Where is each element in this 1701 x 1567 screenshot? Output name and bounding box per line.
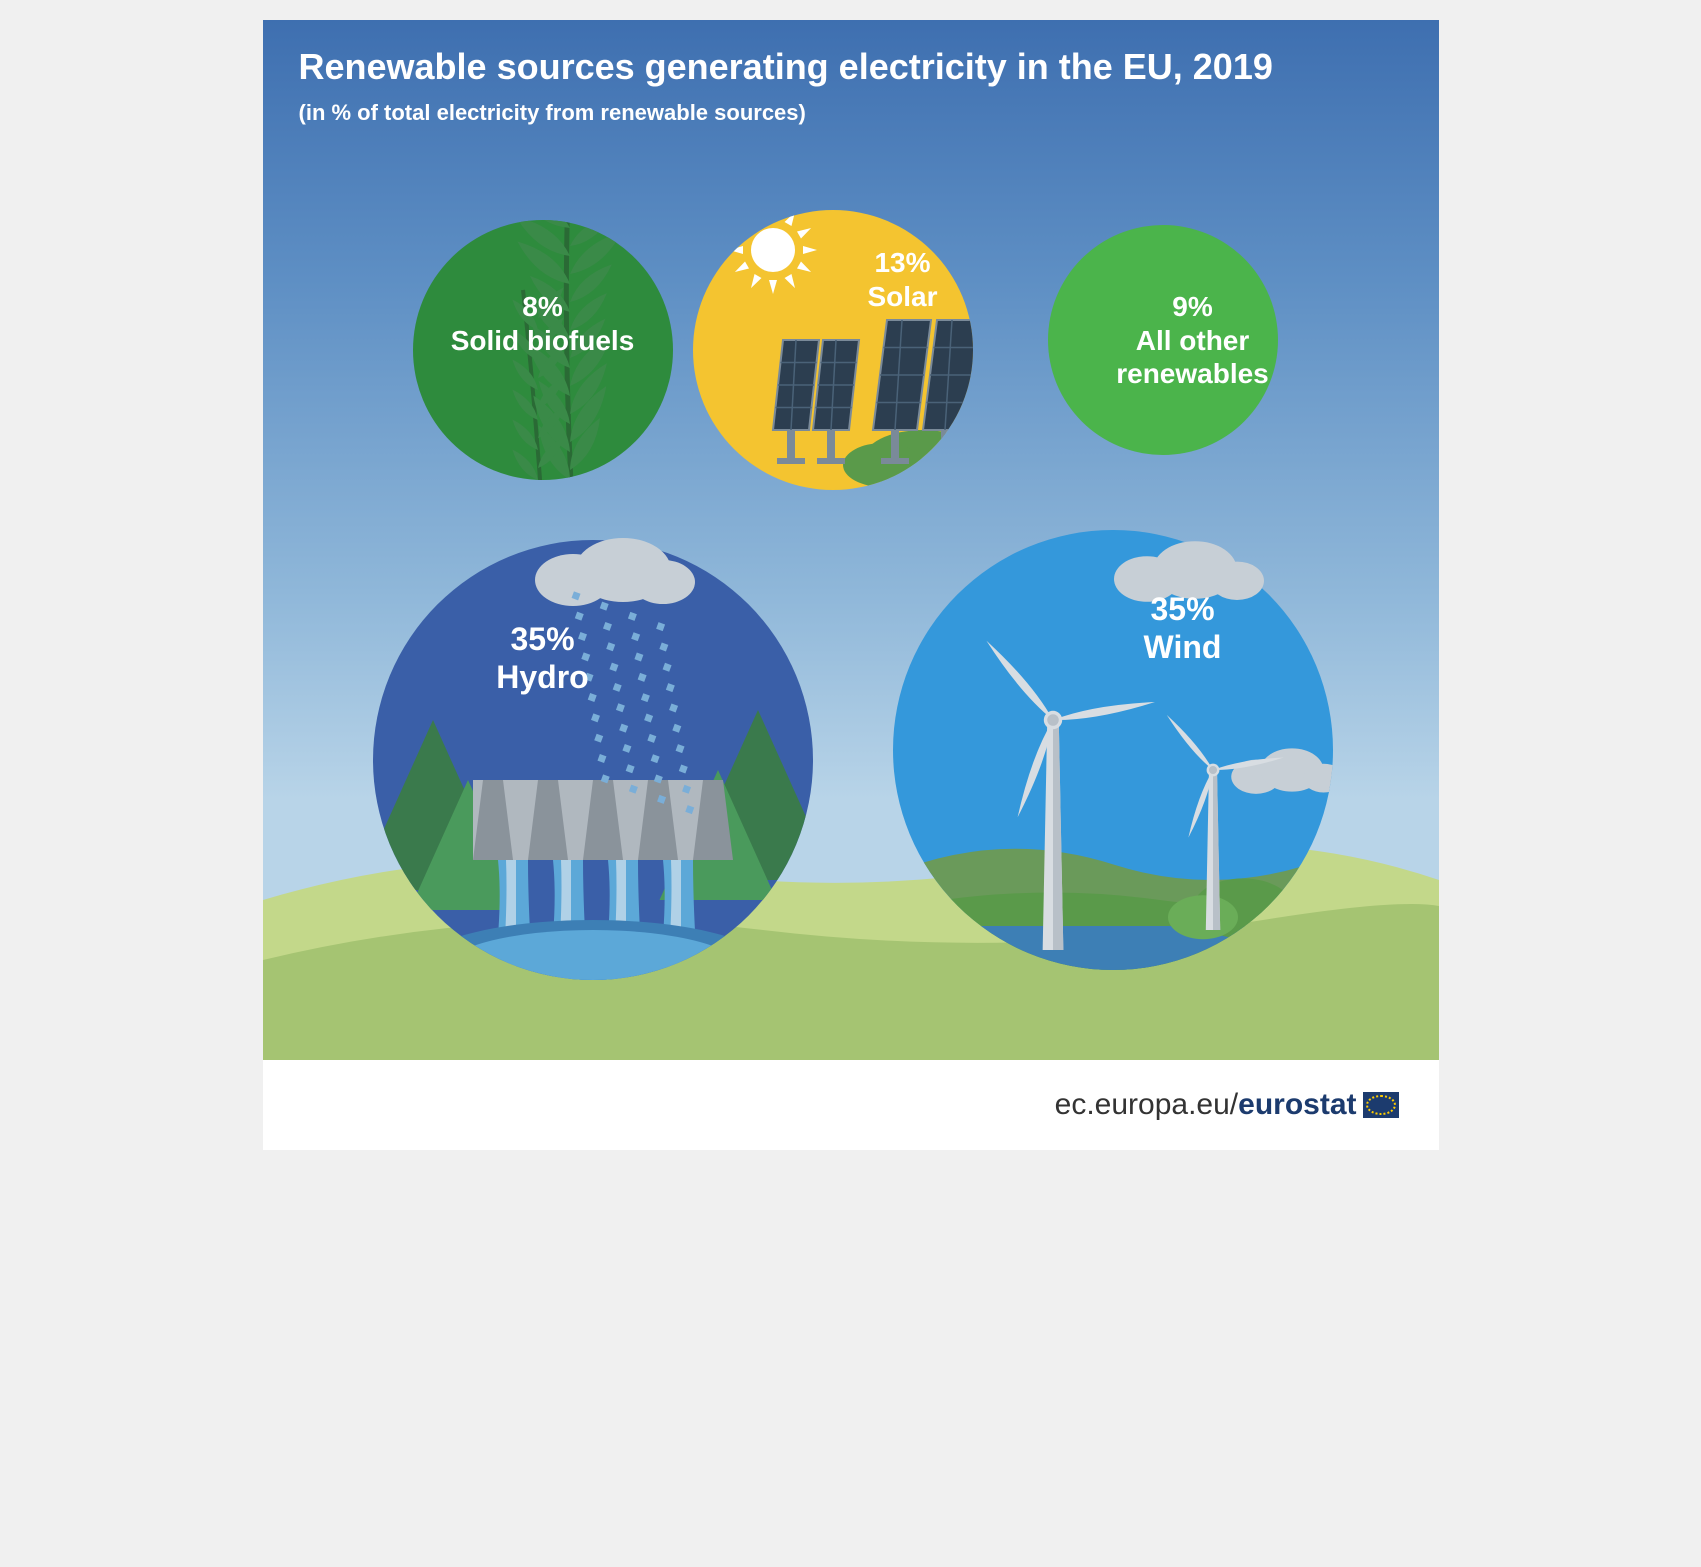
solar-percent: 13% [803, 246, 1003, 280]
main-panel: Renewable sources generating electricity… [263, 20, 1439, 1060]
wind-name: Wind [1083, 628, 1283, 666]
hydro-percent: 35% [443, 620, 643, 658]
footer-brand: eurostat [1238, 1088, 1356, 1122]
label-solar: 13% Solar [803, 246, 1003, 313]
label-biofuels: 8% Solid biofuels [443, 290, 643, 357]
other-name: All other renewables [1093, 324, 1293, 391]
label-other: 9% All other renewables [1093, 290, 1293, 391]
infographic-root: Renewable sources generating electricity… [263, 20, 1439, 1150]
page-subtitle: (in % of total electricity from renewabl… [299, 100, 806, 126]
biofuels-percent: 8% [443, 290, 643, 324]
label-wind: 35% Wind [1083, 590, 1283, 667]
eu-flag-icon [1363, 1092, 1399, 1118]
footer-url: ec.europa.eu/ [1055, 1088, 1238, 1122]
solar-name: Solar [803, 280, 1003, 314]
label-hydro: 35% Hydro [443, 620, 643, 697]
biofuels-name: Solid biofuels [443, 324, 643, 358]
footer: ec.europa.eu/eurostat [263, 1060, 1439, 1150]
bubble-hydro [373, 540, 813, 980]
wind-percent: 35% [1083, 590, 1283, 628]
page-title: Renewable sources generating electricity… [299, 46, 1273, 88]
other-percent: 9% [1093, 290, 1293, 324]
hydro-name: Hydro [443, 658, 643, 696]
